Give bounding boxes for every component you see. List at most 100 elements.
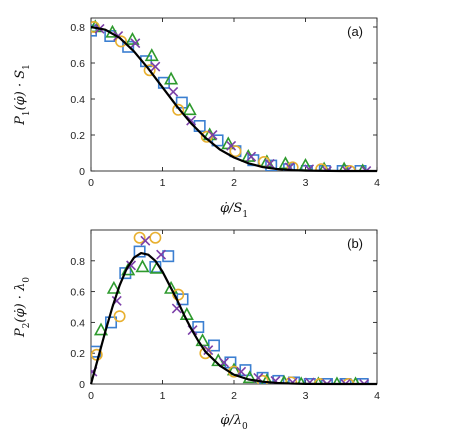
point-x (246, 151, 257, 162)
series-triangles (91, 19, 367, 171)
point-triangle (279, 374, 290, 384)
point-x (186, 115, 197, 126)
y-tick-label: 0.6 (70, 58, 85, 70)
point-x-stroke-b (325, 379, 332, 384)
y-axis-label-main: P (13, 116, 28, 126)
point-x-stroke-b (345, 166, 352, 171)
point-square (354, 165, 367, 171)
x-tick-label: 0 (88, 390, 94, 402)
point-x (321, 166, 332, 171)
y-tick-label: 0.8 (70, 22, 85, 34)
point-x-stroke-b (186, 115, 197, 126)
point-triangle (164, 71, 179, 85)
point-x (150, 61, 161, 72)
point-x (359, 379, 370, 384)
point-triangle (135, 259, 150, 273)
series-squares (91, 245, 369, 384)
point-circle (172, 103, 185, 116)
point-x-stroke-b (289, 377, 298, 384)
point-circle (149, 231, 162, 244)
point-x (287, 377, 298, 384)
point-x (130, 38, 141, 49)
point-square (300, 165, 313, 171)
point-x (304, 164, 315, 171)
point-square (192, 321, 205, 334)
point-x (168, 86, 179, 97)
y-tick-label: 0.8 (70, 256, 85, 268)
x-tick-label: 1 (160, 177, 166, 189)
y-tick-label: 0.4 (70, 317, 85, 329)
point-square (91, 24, 98, 37)
point-x (304, 377, 315, 384)
y-tick-label: 0.6 (70, 287, 85, 299)
point-x-stroke-a (321, 166, 329, 171)
y-tick-label: 0 (79, 166, 85, 178)
point-x (140, 235, 151, 246)
point-x (236, 366, 247, 377)
point-circle (113, 310, 126, 323)
y-axis-label-tail-sub: 0 (22, 277, 32, 283)
point-x (207, 130, 218, 140)
series-crosses (94, 23, 372, 171)
y-axis-label-tail: (φ̇) · λ (13, 283, 28, 323)
point-x-stroke-b (306, 164, 315, 171)
point-circle (286, 161, 299, 171)
panel-label: (b) (347, 236, 363, 251)
y-axis-label-sub: 2 (22, 323, 32, 329)
point-x-stroke-b (156, 249, 167, 260)
y-axis-label-sub: 1 (22, 110, 32, 116)
point-square (133, 245, 146, 258)
x-axis-label: φ̇/S1 (220, 201, 248, 220)
point-circle (91, 21, 100, 33)
point-x-stroke-b (271, 375, 281, 384)
point-triangle (125, 31, 140, 45)
data-points (91, 231, 370, 384)
point-circle (315, 163, 328, 171)
point-x (321, 379, 332, 384)
point-square (105, 316, 118, 329)
x-tick-label: 3 (303, 177, 309, 189)
x-tick-label: 2 (231, 177, 237, 189)
point-x-stroke-b (226, 140, 237, 151)
point-circle (229, 145, 242, 158)
point-x-stroke-b (130, 38, 141, 49)
panel-label: (a) (347, 24, 363, 39)
point-x (361, 166, 372, 171)
point-x-stroke-a (359, 379, 366, 384)
point-square (211, 134, 224, 147)
point-x (156, 249, 167, 260)
x-tick-label: 1 (160, 390, 166, 402)
x-axis-label-sub: 0 (242, 422, 248, 432)
point-x-stroke-b (325, 166, 332, 171)
point-triangle (261, 373, 273, 384)
point-circle (200, 130, 213, 143)
point-x-stroke-b (207, 130, 218, 140)
point-square (265, 159, 278, 171)
point-x-stroke-b (150, 61, 161, 72)
x-tick-label: 4 (374, 390, 380, 402)
point-x-stroke-b (140, 235, 151, 246)
series-crosses (91, 235, 370, 384)
point-triangle (164, 280, 179, 294)
point-x-stroke-b (362, 379, 370, 384)
y-axis-label-tail-sub: 1 (22, 64, 32, 70)
point-triangle (278, 156, 293, 170)
point-triangle (106, 280, 121, 294)
x-axis-label: φ̇/λ0 (220, 413, 248, 432)
series-triangles (93, 259, 360, 384)
point-x-stroke-a (321, 379, 329, 384)
point-x-stroke-b (365, 166, 372, 171)
point-x-stroke-b (168, 86, 179, 97)
point-x (340, 379, 351, 384)
point-triangle (182, 102, 197, 116)
point-circle (143, 64, 156, 77)
point-triangle (242, 370, 257, 384)
point-circle (133, 231, 146, 244)
point-x-stroke-b (236, 366, 247, 377)
data-points (91, 19, 372, 171)
point-x-stroke-b (344, 379, 351, 384)
point-x-stroke-a (361, 166, 368, 171)
